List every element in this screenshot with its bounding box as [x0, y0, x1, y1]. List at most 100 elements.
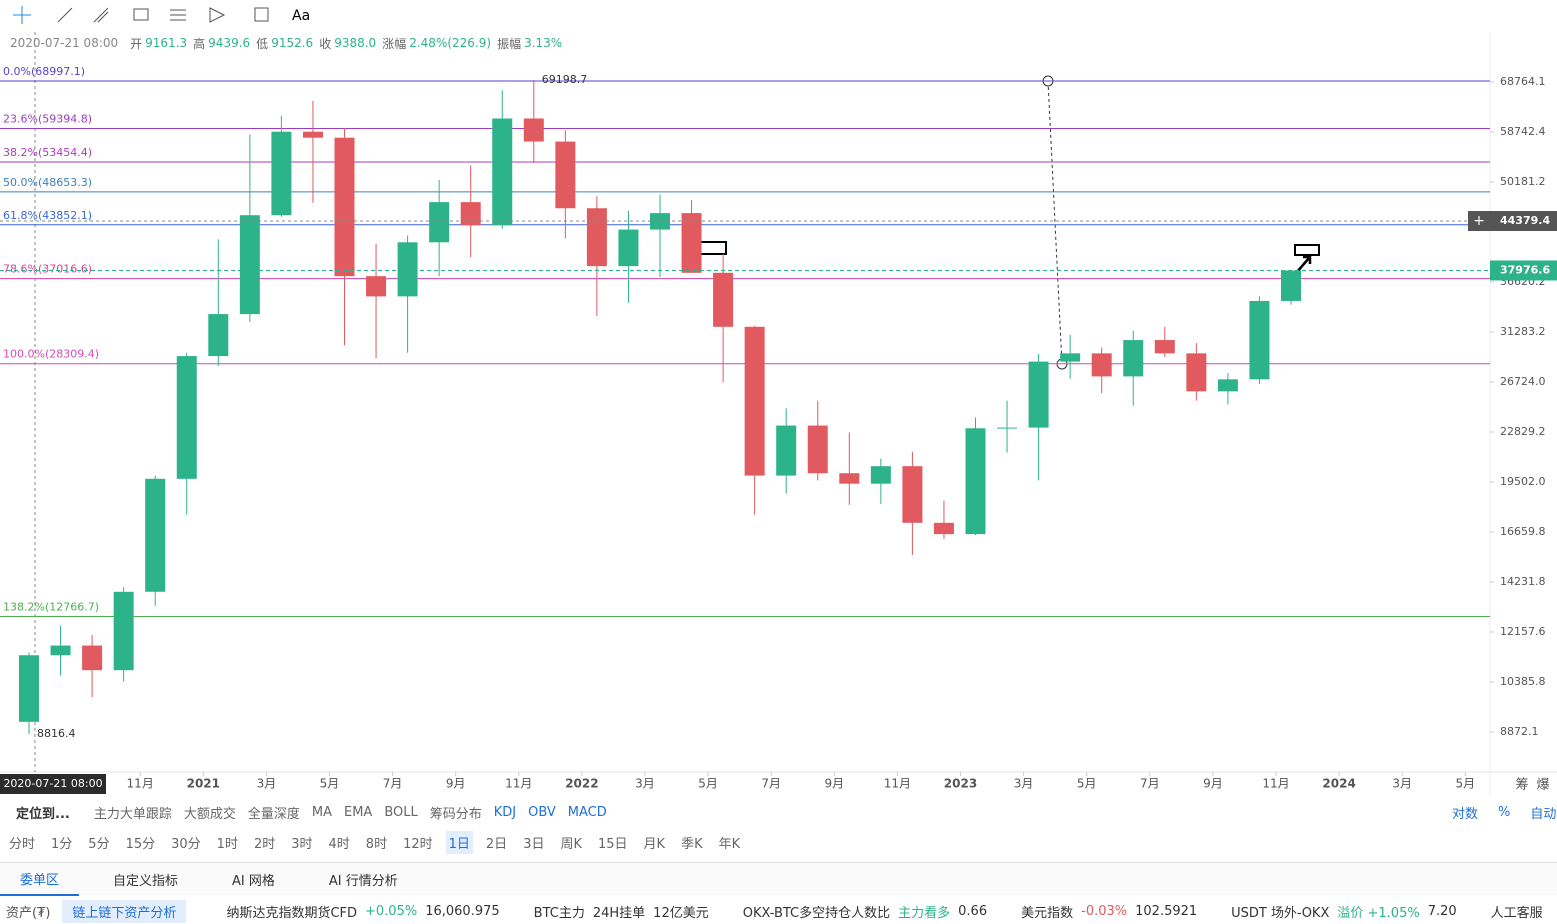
ticker-change: -0.03% [1081, 903, 1128, 919]
ticker-value: 16,060.975 [425, 903, 500, 919]
indicator[interactable]: BOLL [384, 804, 418, 820]
interval[interactable]: 3时 [291, 836, 313, 852]
cursor-time: 2020-07-21 08:00 [3, 777, 102, 790]
candle-body [1028, 361, 1049, 428]
scale-option[interactable]: 自动 [1530, 806, 1557, 822]
x-tick-label: 2024 [1322, 777, 1355, 791]
candle-body [618, 229, 639, 267]
ticker-name: 美元指数 [1021, 905, 1074, 921]
last-price-tag [1490, 260, 1557, 281]
interval[interactable]: 3日 [523, 836, 545, 852]
interval[interactable]: 1时 [216, 836, 238, 852]
marker-box [699, 241, 727, 255]
candle-body [19, 655, 39, 722]
interval[interactable]: 8时 [365, 836, 388, 852]
x-tick-label: 5月 [698, 777, 718, 791]
ticker-name: USDT 场外-OKX [1231, 905, 1330, 921]
last-price: 37976.6 [1500, 263, 1550, 276]
indicator-bar: 定位到... 主力大单跟踪 大额成交 全量深度 MA EMA BOLL 筹码分布 KDJ OBV M… [16, 802, 619, 822]
candle-body [50, 645, 71, 656]
interval[interactable]: 12时 [403, 836, 433, 852]
candle-body [933, 522, 954, 535]
interval[interactable]: 15分 [125, 836, 156, 852]
interval[interactable]: 15日 [598, 836, 628, 852]
ticker-value: 7.20 [1427, 903, 1457, 919]
scale-option[interactable]: % [1498, 804, 1511, 820]
fib-label: 138.2%(12766.7) [3, 600, 99, 613]
y-tick-label: 12157.6 [1500, 625, 1546, 638]
sub-indicator[interactable]: OBV [528, 804, 556, 820]
candle-body [1154, 340, 1175, 354]
interval[interactable]: 月K [643, 836, 666, 852]
scale-option[interactable]: 对数 [1452, 806, 1479, 822]
indicator[interactable]: 筹码分布 [429, 806, 482, 822]
indicator[interactable]: EMA [343, 804, 373, 820]
fib-label: 100.0%(28309.4) [3, 348, 99, 361]
interval[interactable]: 1日 [445, 830, 473, 854]
candle-body [870, 466, 891, 484]
ticker-name: OKX-BTC多空持仓人数比 [742, 905, 891, 921]
asset-label: 资产(₮) [6, 905, 51, 921]
svg-text:Aa: Aa [292, 8, 310, 24]
interval[interactable]: 季K [681, 836, 703, 852]
analysis-button[interactable]: 链上链下资产分析 [62, 899, 187, 923]
indicator[interactable]: 大额成交 [183, 806, 236, 822]
x-tick-label: 3月 [1392, 777, 1412, 791]
corner-label[interactable]: 爆 [1536, 778, 1549, 793]
y-tick-label: 10385.8 [1500, 675, 1546, 688]
candle-body [302, 131, 323, 138]
x-tick-label: 2022 [565, 777, 598, 791]
indicator[interactable]: 主力大单跟踪 [93, 806, 172, 822]
interval[interactable]: 4时 [328, 836, 350, 852]
info-key: 低 [256, 36, 269, 51]
interval[interactable]: 1分 [51, 836, 73, 852]
candle-body [713, 272, 734, 327]
candle-body [965, 428, 986, 535]
tab[interactable]: AI 网格 [232, 873, 275, 889]
cursor-time-box [0, 774, 106, 794]
candle-body [1091, 353, 1112, 377]
y-tick-label: 31283.2 [1500, 325, 1546, 338]
crosshair-plus: + [1473, 213, 1485, 229]
ohlc-info: 2020-07-21 08:00 开 9161.3 高 9439.6 低 9152.6 收 93… [10, 36, 568, 51]
info-value: 3.13% [524, 36, 563, 50]
extreme-label: 69198.7 [542, 73, 588, 86]
corner-label[interactable]: 筹 [1515, 777, 1528, 793]
interval[interactable]: 30分 [171, 836, 201, 852]
candle-body [1217, 379, 1238, 392]
ticker-change: 24H挂单 [592, 905, 646, 921]
sub-indicator[interactable]: KDJ [493, 804, 517, 820]
info-key: 振幅 [497, 36, 522, 51]
info-value: 9439.6 [208, 36, 251, 50]
tab[interactable]: AI 行情分析 [328, 873, 398, 889]
info-value: 9152.6 [271, 36, 314, 50]
fib-label: 38.2%(53454.4) [3, 146, 92, 159]
y-tick-label: 68764.1 [1500, 75, 1546, 88]
indicator[interactable]: 全量深度 [247, 806, 300, 822]
y-tick-label: 58742.4 [1500, 125, 1546, 138]
candle-body [1060, 353, 1081, 362]
tab[interactable]: 委单区 [0, 863, 80, 896]
candle-body [429, 202, 450, 243]
sub-indicator[interactable]: MACD [567, 804, 607, 820]
service-button[interactable]: 人工客服 [1490, 905, 1543, 921]
ticker-change: 主力看多 [898, 905, 951, 921]
x-tick-label: 9月 [446, 777, 466, 791]
indicator[interactable]: MA [311, 804, 332, 820]
candle-body [839, 473, 860, 484]
interval[interactable]: 周K [560, 836, 582, 852]
candle-body [82, 645, 103, 671]
y-tick-label: 22829.2 [1500, 425, 1546, 438]
candle-body [113, 591, 134, 671]
tab-area [0, 862, 1557, 895]
locate-button[interactable]: 定位到... [16, 806, 70, 822]
interval[interactable]: 5分 [88, 836, 110, 852]
chart: 2020-07-21 08:00 筹 爆 0.0%(68997.1) 23.6%(… [0, 32, 1557, 796]
interval[interactable]: 2日 [485, 836, 508, 852]
interval[interactable]: 年K [718, 836, 741, 852]
candle-body [776, 425, 797, 476]
interval[interactable]: 2时 [253, 836, 276, 852]
interval[interactable]: 分时 [9, 836, 36, 852]
ticker-change: 溢价 +1.05% [1337, 905, 1420, 921]
tab[interactable]: 自定义指标 [113, 873, 179, 889]
